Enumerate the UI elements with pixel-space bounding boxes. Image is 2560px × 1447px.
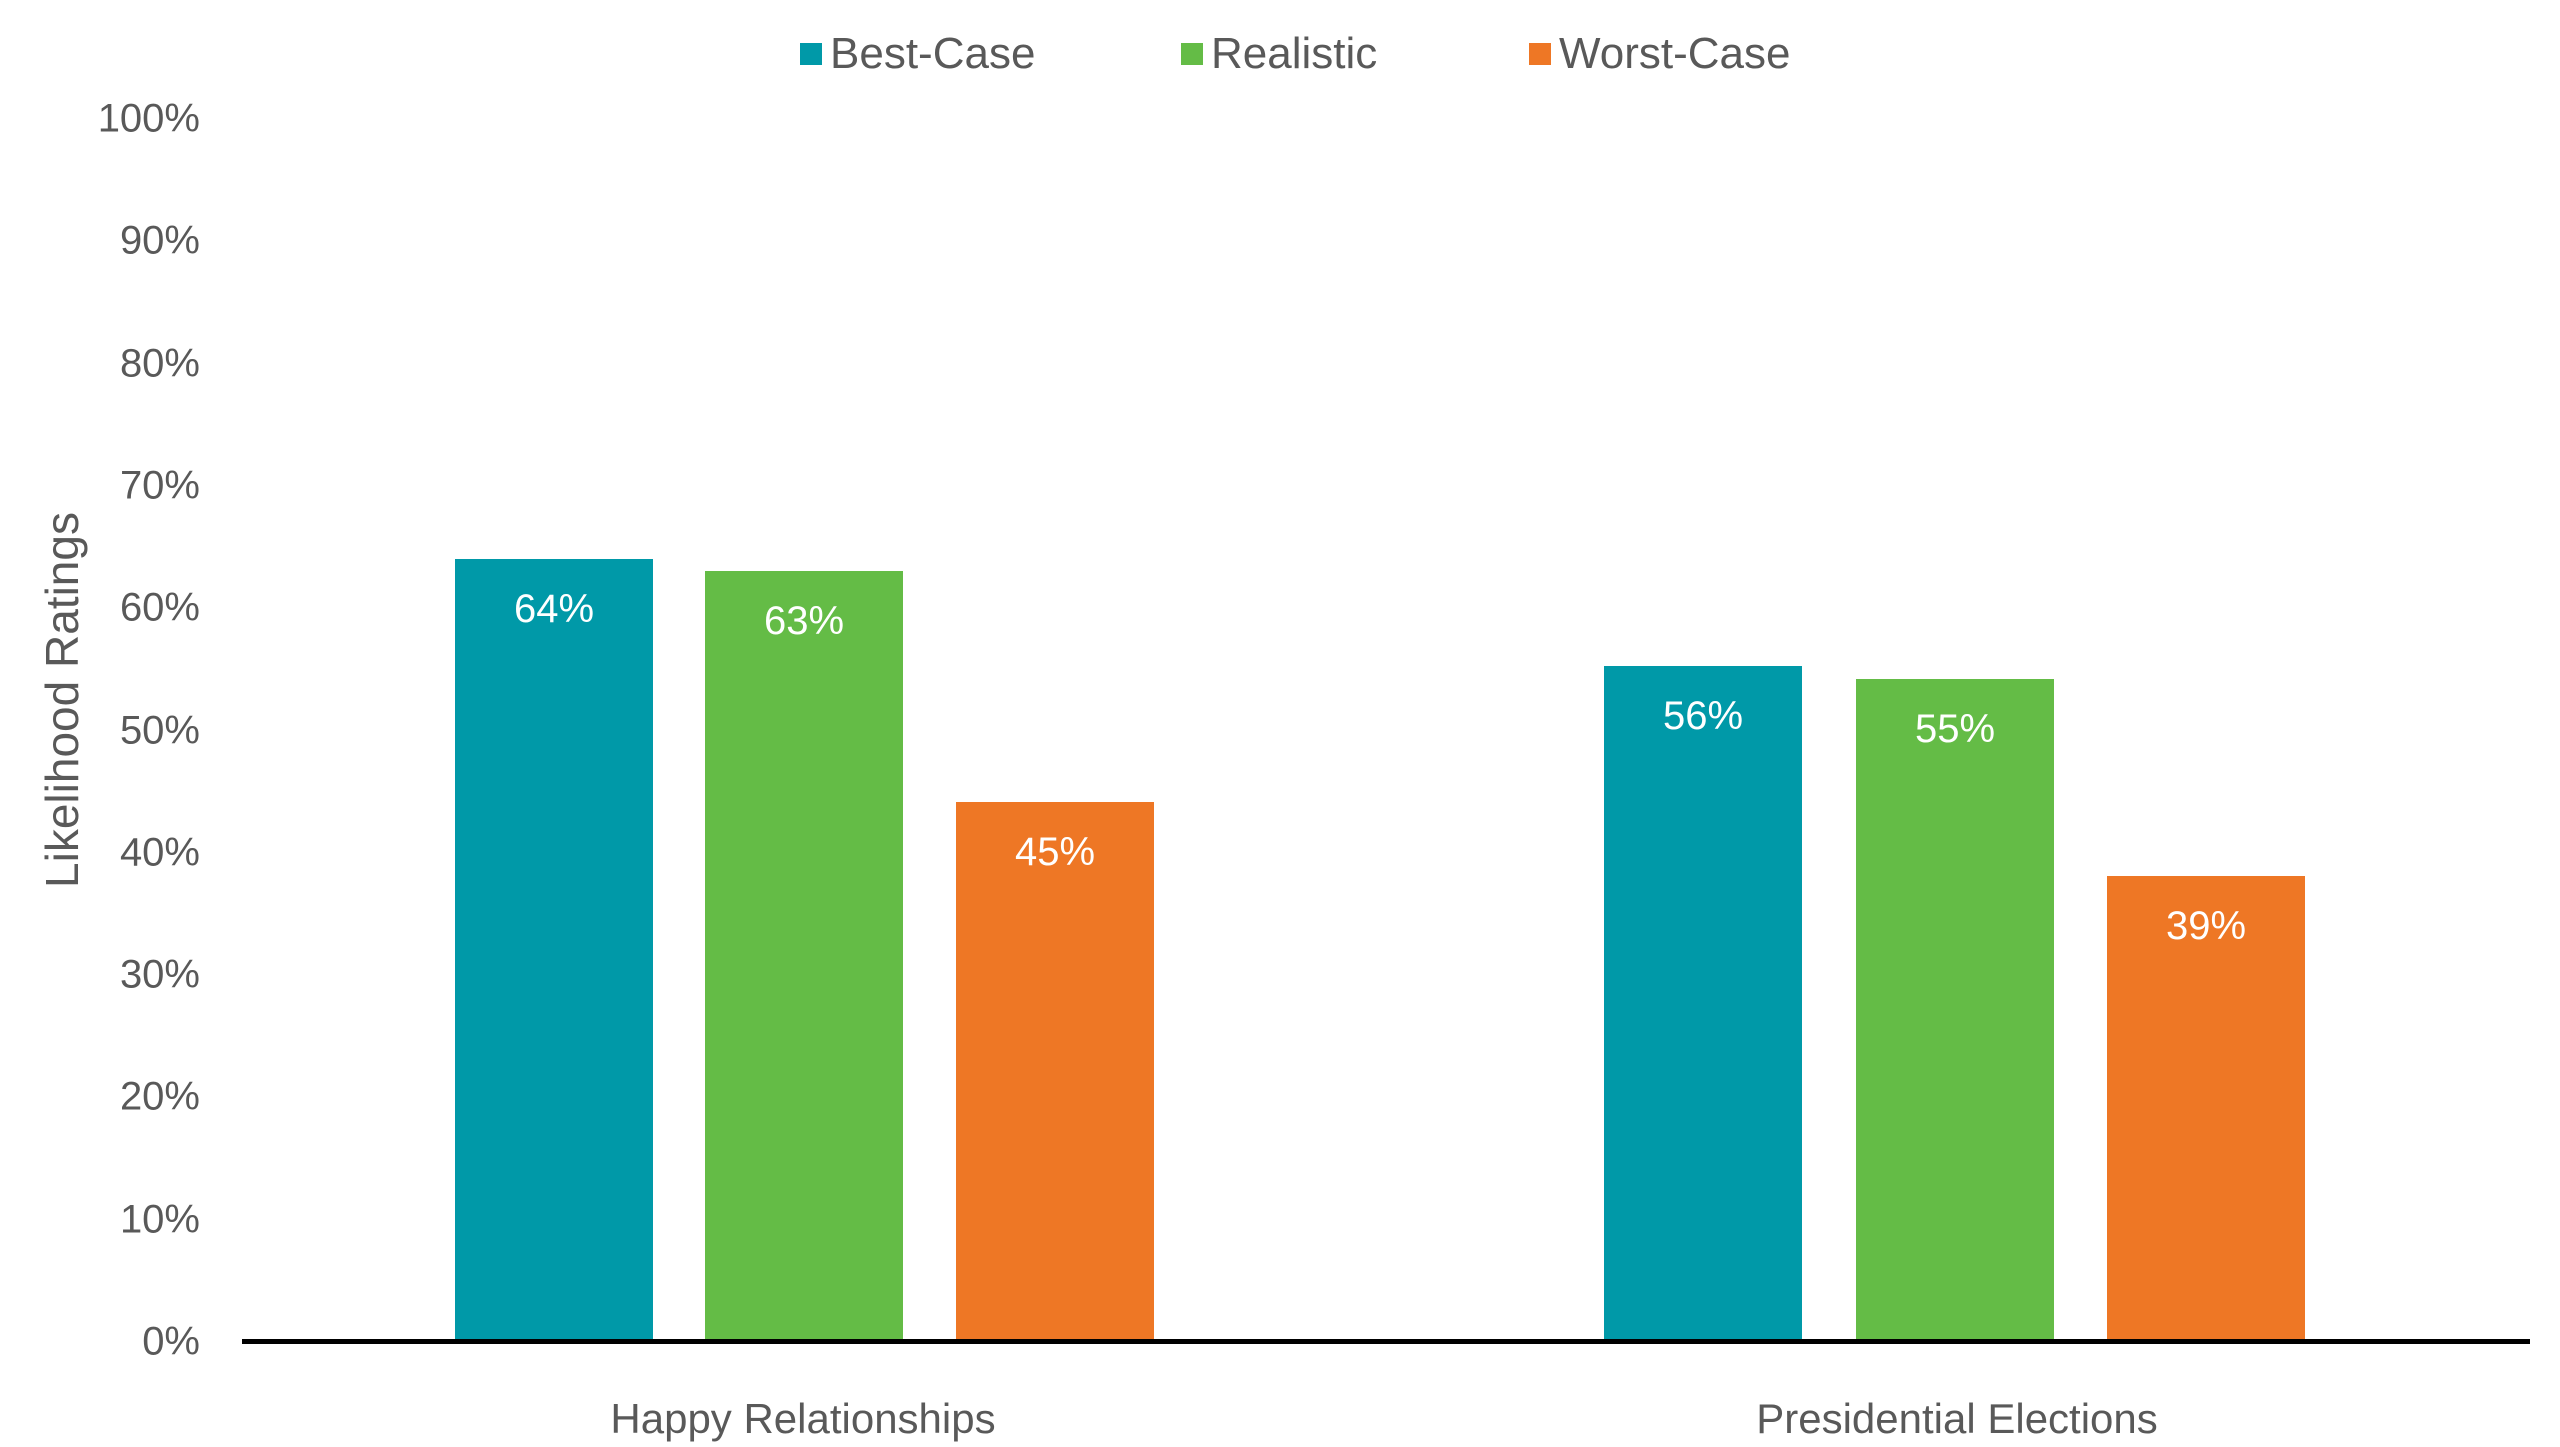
x-category-label: Presidential Elections [1756,1395,2158,1442]
y-tick: 10% [119,1197,200,1242]
legend-item-worst-case: Worst-Case [1529,24,1790,84]
bar-value-label: 45% [1014,830,1096,874]
y-tick: 70% [119,463,200,508]
bar-value-label: 63% [763,599,845,643]
bar-value-label: 64% [513,587,595,631]
y-axis-title: Likelihood Ratings [36,512,88,888]
y-tick: 50% [119,708,200,752]
legend-label: Best-Case [830,29,1036,78]
bar-presidential-elections-worst-case: 39% [2107,876,2305,1342]
legend-swatch-realistic [1181,43,1203,65]
bar-presidential-elections-realistic: 55% [1856,679,2054,1342]
legend-swatch-best-case [800,43,822,65]
bar-happy-relationships-worst-case: 45% [956,802,1154,1342]
bar-value-label: 55% [1914,707,1996,751]
bar-value-label: 56% [1662,694,1744,738]
bar-happy-relationships-realistic: 63% [705,571,903,1342]
y-tick: 60% [119,585,200,630]
x-axis-line [242,1339,2530,1344]
legend-label: Realistic [1211,29,1378,78]
bar-happy-relationships-best-case: 64% [455,559,653,1342]
y-tick: 90% [119,218,200,263]
y-tick: 40% [119,830,200,875]
y-tick: 30% [119,952,200,997]
bar-value-label: 39% [2165,904,2247,948]
legend-item-best-case: Best-Case [800,24,1035,84]
y-tick: 100% [97,96,200,141]
y-tick: 20% [119,1074,200,1119]
legend-item-realistic: Realistic [1181,24,1377,84]
x-category-label: Happy Relationships [610,1395,996,1442]
legend-label: Worst-Case [1559,29,1791,78]
y-tick: 80% [119,341,200,386]
legend-swatch-worst-case [1529,43,1551,65]
legend: Best-Case Realistic Worst-Case [0,24,2560,84]
bar-presidential-elections-best-case: 56% [1604,666,1802,1342]
y-tick: 0% [142,1319,200,1364]
